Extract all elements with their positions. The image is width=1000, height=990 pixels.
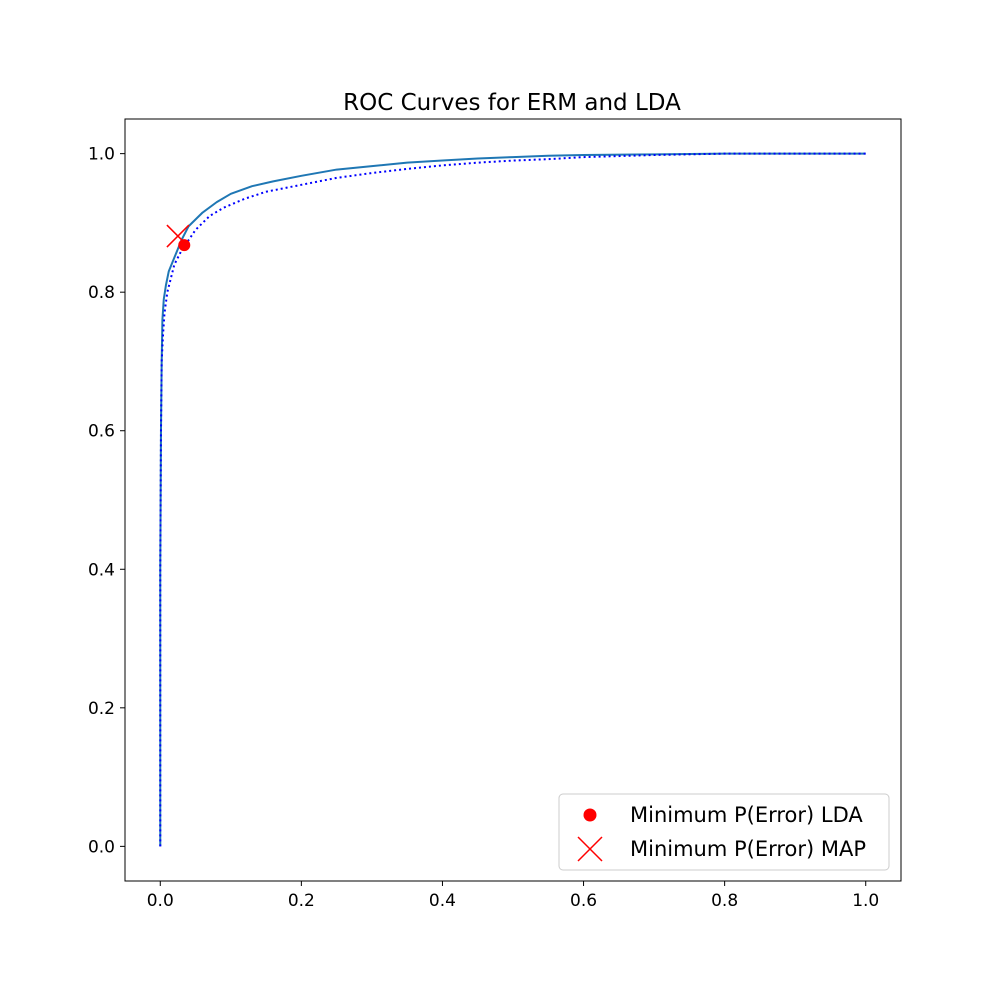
y-axis: 0.0 0.2 0.4 0.6 0.8 1.0	[88, 145, 125, 857]
legend-marker-lda	[583, 808, 597, 822]
series-line-dotted	[159, 152, 866, 847]
legend-marker-map	[577, 836, 603, 862]
x-tick-label: 0.4	[429, 891, 456, 911]
series-layer	[159, 152, 866, 847]
x-tick-label: 0.6	[570, 891, 597, 911]
x-tick-label: 0.2	[288, 891, 315, 911]
axes-frame	[124, 118, 902, 882]
legend-label-lda: Minimum P(Error) LDA	[630, 803, 863, 827]
plot-area	[124, 118, 902, 882]
y-tick-label: 0.8	[88, 283, 115, 303]
y-tick-label: 0.2	[88, 699, 115, 719]
chart-title: ROC Curves for ERM and LDA	[343, 90, 681, 116]
x-tick-label: 1.0	[852, 891, 879, 911]
marker-min-error-lda	[178, 239, 191, 252]
y-tick-label: 0.4	[88, 560, 115, 580]
x-tick-label: 0.0	[147, 891, 174, 911]
y-tick-label: 0.6	[88, 422, 115, 442]
marker-min-error-map	[166, 224, 190, 248]
legend-label-map: Minimum P(Error) MAP	[630, 837, 866, 861]
marker-layer	[166, 224, 191, 252]
y-tick-label: 0.0	[88, 837, 115, 857]
series-line-solid	[159, 152, 866, 847]
legend: Minimum P(Error) LDA Minimum P(Error) MA…	[558, 793, 890, 871]
x-tick-label: 0.8	[711, 891, 738, 911]
y-tick-label: 1.0	[88, 145, 115, 165]
x-axis: 0.0 0.2 0.4 0.6 0.8 1.0	[147, 881, 879, 911]
legend-box	[558, 793, 890, 871]
